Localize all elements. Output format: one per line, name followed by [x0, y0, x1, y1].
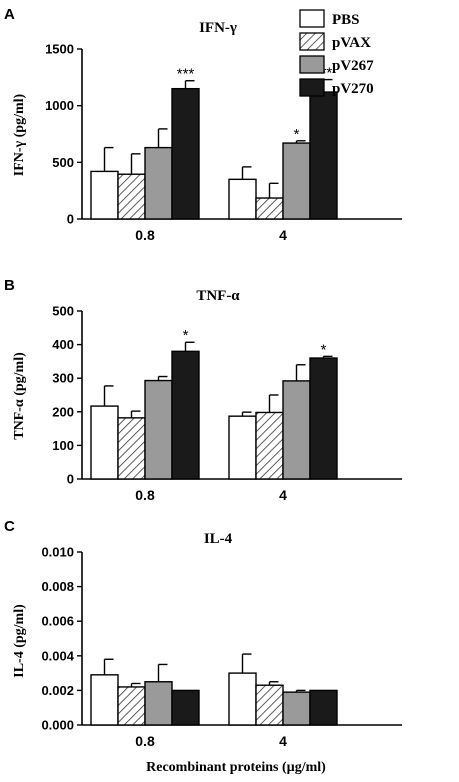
y-axis-label-ifn: IFN-γ (pg/ml): [12, 93, 27, 176]
x-axis-label: Recombinant proteins (µg/ml): [146, 760, 326, 775]
y-tick-label: 0.004: [41, 648, 74, 663]
bar-pvax-0: [117, 417, 146, 480]
x-tick-label: 0.8: [135, 227, 155, 243]
y-tick-label: 500: [52, 155, 74, 170]
bar-pv270-0: [171, 87, 200, 220]
x-tick-label: 0.8: [135, 733, 155, 749]
y-tick-label: 0.008: [41, 579, 74, 594]
bar-pvax-1: [255, 411, 284, 480]
significance-marker: ***: [177, 66, 195, 83]
bar-pv267-0: [144, 379, 173, 480]
bar-pvax-0: [117, 173, 146, 220]
bar-pv267-1: [282, 380, 311, 480]
bar-pbs-0: [90, 674, 119, 726]
x-tick-label: 4: [279, 733, 287, 749]
bar-pvax-1: [255, 197, 284, 220]
significance-marker: *: [321, 341, 327, 358]
y-tick-label: 0.006: [41, 614, 74, 629]
x-tick-label: 4: [279, 487, 287, 503]
chart-title-il4: IL-4: [204, 531, 233, 547]
bar-pbs-0: [90, 170, 119, 220]
y-axis-label-tnf: TNF-α (pg/ml): [12, 352, 27, 440]
y-tick-label: 0.010: [41, 545, 74, 560]
y-tick-label: 1500: [45, 42, 74, 57]
y-tick-label: 500: [52, 304, 74, 319]
panel-letter-a: A: [4, 6, 15, 23]
legend-swatch-pbs: [299, 9, 325, 28]
y-tick-label: 0: [67, 472, 74, 487]
bar-pv270-1: [309, 689, 338, 726]
chart-title-tnf: TNF-α: [196, 288, 240, 304]
legend-label-pv267: pV267: [332, 58, 374, 74]
y-tick-label: 400: [52, 337, 74, 352]
y-axis-label-il4: IL-4 (pg/ml): [12, 604, 27, 678]
bar-pvax-0: [117, 686, 146, 726]
bar-pv270-0: [171, 350, 200, 480]
chart-il4: 0.000 0.002 0.004 0.006 0.008 0.010 0.8 4: [41, 545, 402, 749]
legend-label-pv270: pV270: [332, 81, 374, 97]
bar-pbs-0: [90, 405, 119, 480]
bar-pv270-0: [171, 689, 200, 726]
legend-swatch-pv270: [299, 78, 325, 97]
legend-label-pvax: pVAX: [332, 35, 371, 51]
legend: PBS pVAX pV267 pV270: [299, 9, 374, 97]
legend-swatch-pvax: [299, 32, 325, 51]
legend-swatch-pv267: [299, 55, 325, 74]
y-tick-label: 0.000: [41, 718, 74, 733]
chart-tnf-alpha: 0 100 200 300 400 500 * 0.8 * 4: [52, 304, 402, 503]
y-tick-label: 0.002: [41, 683, 74, 698]
bar-pv267-1: [282, 691, 311, 726]
chart-title-ifn: IFN-γ: [199, 20, 237, 36]
legend-label-pbs: PBS: [332, 12, 360, 28]
bar-pv270-1: [309, 357, 338, 480]
bar-pv270-1: [309, 91, 338, 220]
bar-pv267-0: [144, 681, 173, 726]
x-tick-label: 0.8: [135, 487, 155, 503]
bar-pv267-1: [282, 142, 311, 220]
bar-pbs-1: [228, 178, 257, 220]
x-tick-label: 4: [279, 227, 287, 243]
significance-marker: *: [294, 126, 300, 143]
y-tick-label: 1000: [45, 98, 74, 113]
panel-letter-c: C: [4, 518, 15, 535]
bar-pbs-1: [228, 672, 257, 726]
y-tick-label: 100: [52, 438, 74, 453]
bar-pbs-1: [228, 415, 257, 480]
y-tick-label: 200: [52, 404, 74, 419]
y-tick-label: 300: [52, 371, 74, 386]
panel-letter-b: B: [4, 277, 15, 294]
y-tick-label: 0: [67, 212, 74, 227]
bar-pvax-1: [255, 684, 284, 726]
bar-pv267-0: [144, 146, 173, 220]
significance-marker: *: [183, 327, 189, 344]
